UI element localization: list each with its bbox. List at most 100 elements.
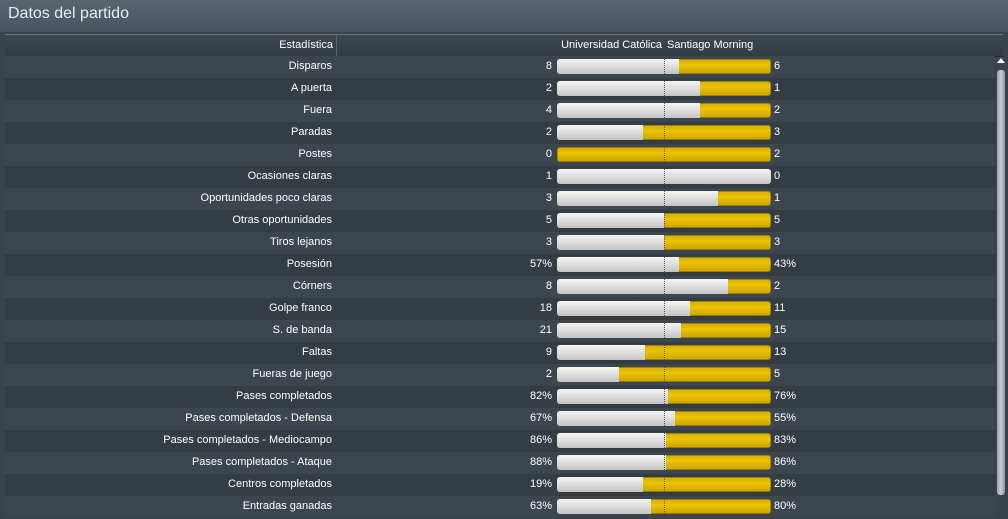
stat-row: Postes 0 2 xyxy=(5,144,995,166)
comparison-bar xyxy=(557,499,771,514)
midpoint-marker xyxy=(664,147,665,162)
away-value: 3 xyxy=(774,126,781,138)
comparison-bar xyxy=(557,235,771,250)
home-value: 18 xyxy=(539,302,552,314)
stat-row: Oportunidades poco claras 3 1 xyxy=(5,188,995,210)
comparison-bar xyxy=(557,345,771,360)
comparison-bar xyxy=(557,367,771,382)
home-share-fill xyxy=(557,323,681,338)
away-value: 2 xyxy=(774,280,781,292)
column-header-home-team[interactable]: Universidad Católica xyxy=(561,39,662,51)
home-share-fill xyxy=(557,455,666,470)
stats-table-header: Estadística Universidad Católica Santiag… xyxy=(5,34,1003,57)
home-value: 3 xyxy=(545,236,552,248)
home-share-fill xyxy=(557,499,651,514)
stat-row: Fuera 4 2 xyxy=(5,100,995,122)
midpoint-marker xyxy=(664,433,665,448)
midpoint-marker xyxy=(664,169,665,184)
home-share-fill xyxy=(557,235,664,250)
midpoint-marker xyxy=(664,235,665,250)
home-share-fill xyxy=(557,257,679,272)
away-value: 3 xyxy=(774,236,781,248)
home-value: 9 xyxy=(545,346,552,358)
midpoint-marker xyxy=(664,411,665,426)
stat-row: Tiros lejanos 3 3 xyxy=(5,232,995,254)
home-share-fill xyxy=(557,103,700,118)
away-value: 86% xyxy=(774,456,797,468)
comparison-bar xyxy=(557,81,771,96)
stat-row: Ocasiones claras 1 0 xyxy=(5,166,995,188)
home-share-fill xyxy=(557,301,690,316)
vertical-scrollbar[interactable] xyxy=(996,56,1006,519)
stat-label: Posesión xyxy=(286,258,332,270)
window-titlebar: Datos del partido xyxy=(0,0,1008,32)
home-share-fill xyxy=(557,191,718,206)
stat-label: Golpe franco xyxy=(269,302,332,314)
column-header-stat[interactable]: Estadística xyxy=(279,39,333,51)
comparison-bar xyxy=(557,125,771,140)
midpoint-marker xyxy=(664,301,665,316)
away-value: 80% xyxy=(774,500,797,512)
midpoint-marker xyxy=(664,59,665,74)
column-separator xyxy=(336,35,337,56)
comparison-bar xyxy=(557,257,771,272)
home-value: 8 xyxy=(545,280,552,292)
comparison-bar xyxy=(557,279,771,294)
home-share-fill xyxy=(557,411,675,426)
comparison-bar xyxy=(557,147,771,162)
stat-label: Faltas xyxy=(302,346,332,358)
comparison-bar xyxy=(557,59,771,74)
home-share-fill xyxy=(557,367,619,382)
midpoint-marker xyxy=(664,323,665,338)
home-value: 19% xyxy=(529,478,552,490)
home-share-fill xyxy=(557,433,666,448)
away-value: 13 xyxy=(774,346,787,358)
stat-row: Pases completados - Ataque 88% 86% xyxy=(5,452,995,474)
midpoint-marker xyxy=(664,103,665,118)
away-value: 83% xyxy=(774,434,797,446)
home-value: 1 xyxy=(545,170,552,182)
away-value: 1 xyxy=(774,192,781,204)
home-value: 5 xyxy=(545,214,552,226)
comparison-bar xyxy=(557,169,771,184)
midpoint-marker xyxy=(664,367,665,382)
home-share-fill xyxy=(557,59,679,74)
away-value: 76% xyxy=(774,390,797,402)
away-value: 6 xyxy=(774,60,781,72)
home-value: 82% xyxy=(529,390,552,402)
stat-label: Centros completados xyxy=(228,478,332,490)
midpoint-marker xyxy=(664,345,665,360)
stat-row: S. de banda 21 15 xyxy=(5,320,995,342)
scrollbar-thumb[interactable] xyxy=(997,70,1005,495)
home-value: 4 xyxy=(545,104,552,116)
away-value: 0 xyxy=(774,170,781,182)
home-share-fill xyxy=(557,213,664,228)
home-value: 2 xyxy=(545,368,552,380)
away-value: 43% xyxy=(774,258,797,270)
home-value: 67% xyxy=(529,412,552,424)
comparison-bar xyxy=(557,433,771,448)
away-value: 15 xyxy=(774,324,787,336)
away-value: 1 xyxy=(774,82,781,94)
comparison-bar xyxy=(557,323,771,338)
midpoint-marker xyxy=(664,125,665,140)
stat-row: Otras oportunidades 5 5 xyxy=(5,210,995,232)
home-value: 3 xyxy=(545,192,552,204)
stat-label: S. de banda xyxy=(272,324,332,336)
stat-row: Pases completados 82% 76% xyxy=(5,386,995,408)
midpoint-marker xyxy=(664,81,665,96)
home-value: 57% xyxy=(529,258,552,270)
stat-label: Disparos xyxy=(288,60,332,72)
column-header-away-team[interactable]: Santiago Morning xyxy=(667,39,754,51)
home-value: 2 xyxy=(545,126,552,138)
home-value: 8 xyxy=(545,60,552,72)
comparison-bar xyxy=(557,477,771,492)
stat-row: Faltas 9 13 xyxy=(5,342,995,364)
home-share-fill xyxy=(557,345,645,360)
away-value: 5 xyxy=(774,368,781,380)
stat-row: Disparos 8 6 xyxy=(5,56,995,78)
scroll-up-arrow-icon[interactable] xyxy=(997,58,1005,63)
away-value: 5 xyxy=(774,214,781,226)
comparison-bar xyxy=(557,455,771,470)
stat-label: Otras oportunidades xyxy=(232,214,332,226)
